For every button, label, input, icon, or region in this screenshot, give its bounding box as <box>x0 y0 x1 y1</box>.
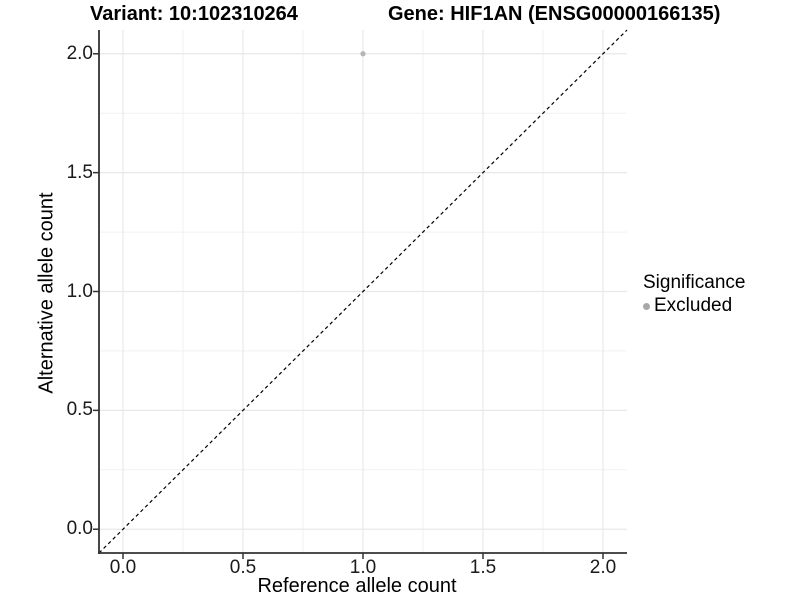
x-tick-label: 0.5 <box>229 557 257 578</box>
y-tick-label: 1.0 <box>66 280 93 302</box>
y-tick-label: 0.5 <box>66 399 93 421</box>
plot-title-variant: Variant: 10:102310264 <box>90 3 298 25</box>
y-tick-label: 1.5 <box>66 161 93 183</box>
legend-title: Significance <box>643 272 746 293</box>
x-tick-label: 2.0 <box>589 557 617 578</box>
x-tick-label: 1.5 <box>469 557 497 578</box>
x-tick-label: 1.0 <box>349 557 377 578</box>
x-axis-title: Reference allele count <box>257 575 457 597</box>
legend: Significance Excluded <box>643 271 745 317</box>
y-tick-label: 2.0 <box>66 42 93 64</box>
plot-title-gene: Gene: HIF1AN (ENSG00000166135) <box>388 3 721 25</box>
x-tick-label: 0.0 <box>109 557 137 578</box>
legend-entry-label: Excluded <box>654 295 733 316</box>
y-tick-label: 0.0 <box>66 518 93 540</box>
data-point-excluded <box>360 51 366 57</box>
identity-line <box>98 29 628 554</box>
legend-entry-excluded: Excluded <box>643 295 745 317</box>
y-axis-title: Alternative allele count <box>35 192 58 394</box>
legend-point-icon <box>643 302 650 310</box>
